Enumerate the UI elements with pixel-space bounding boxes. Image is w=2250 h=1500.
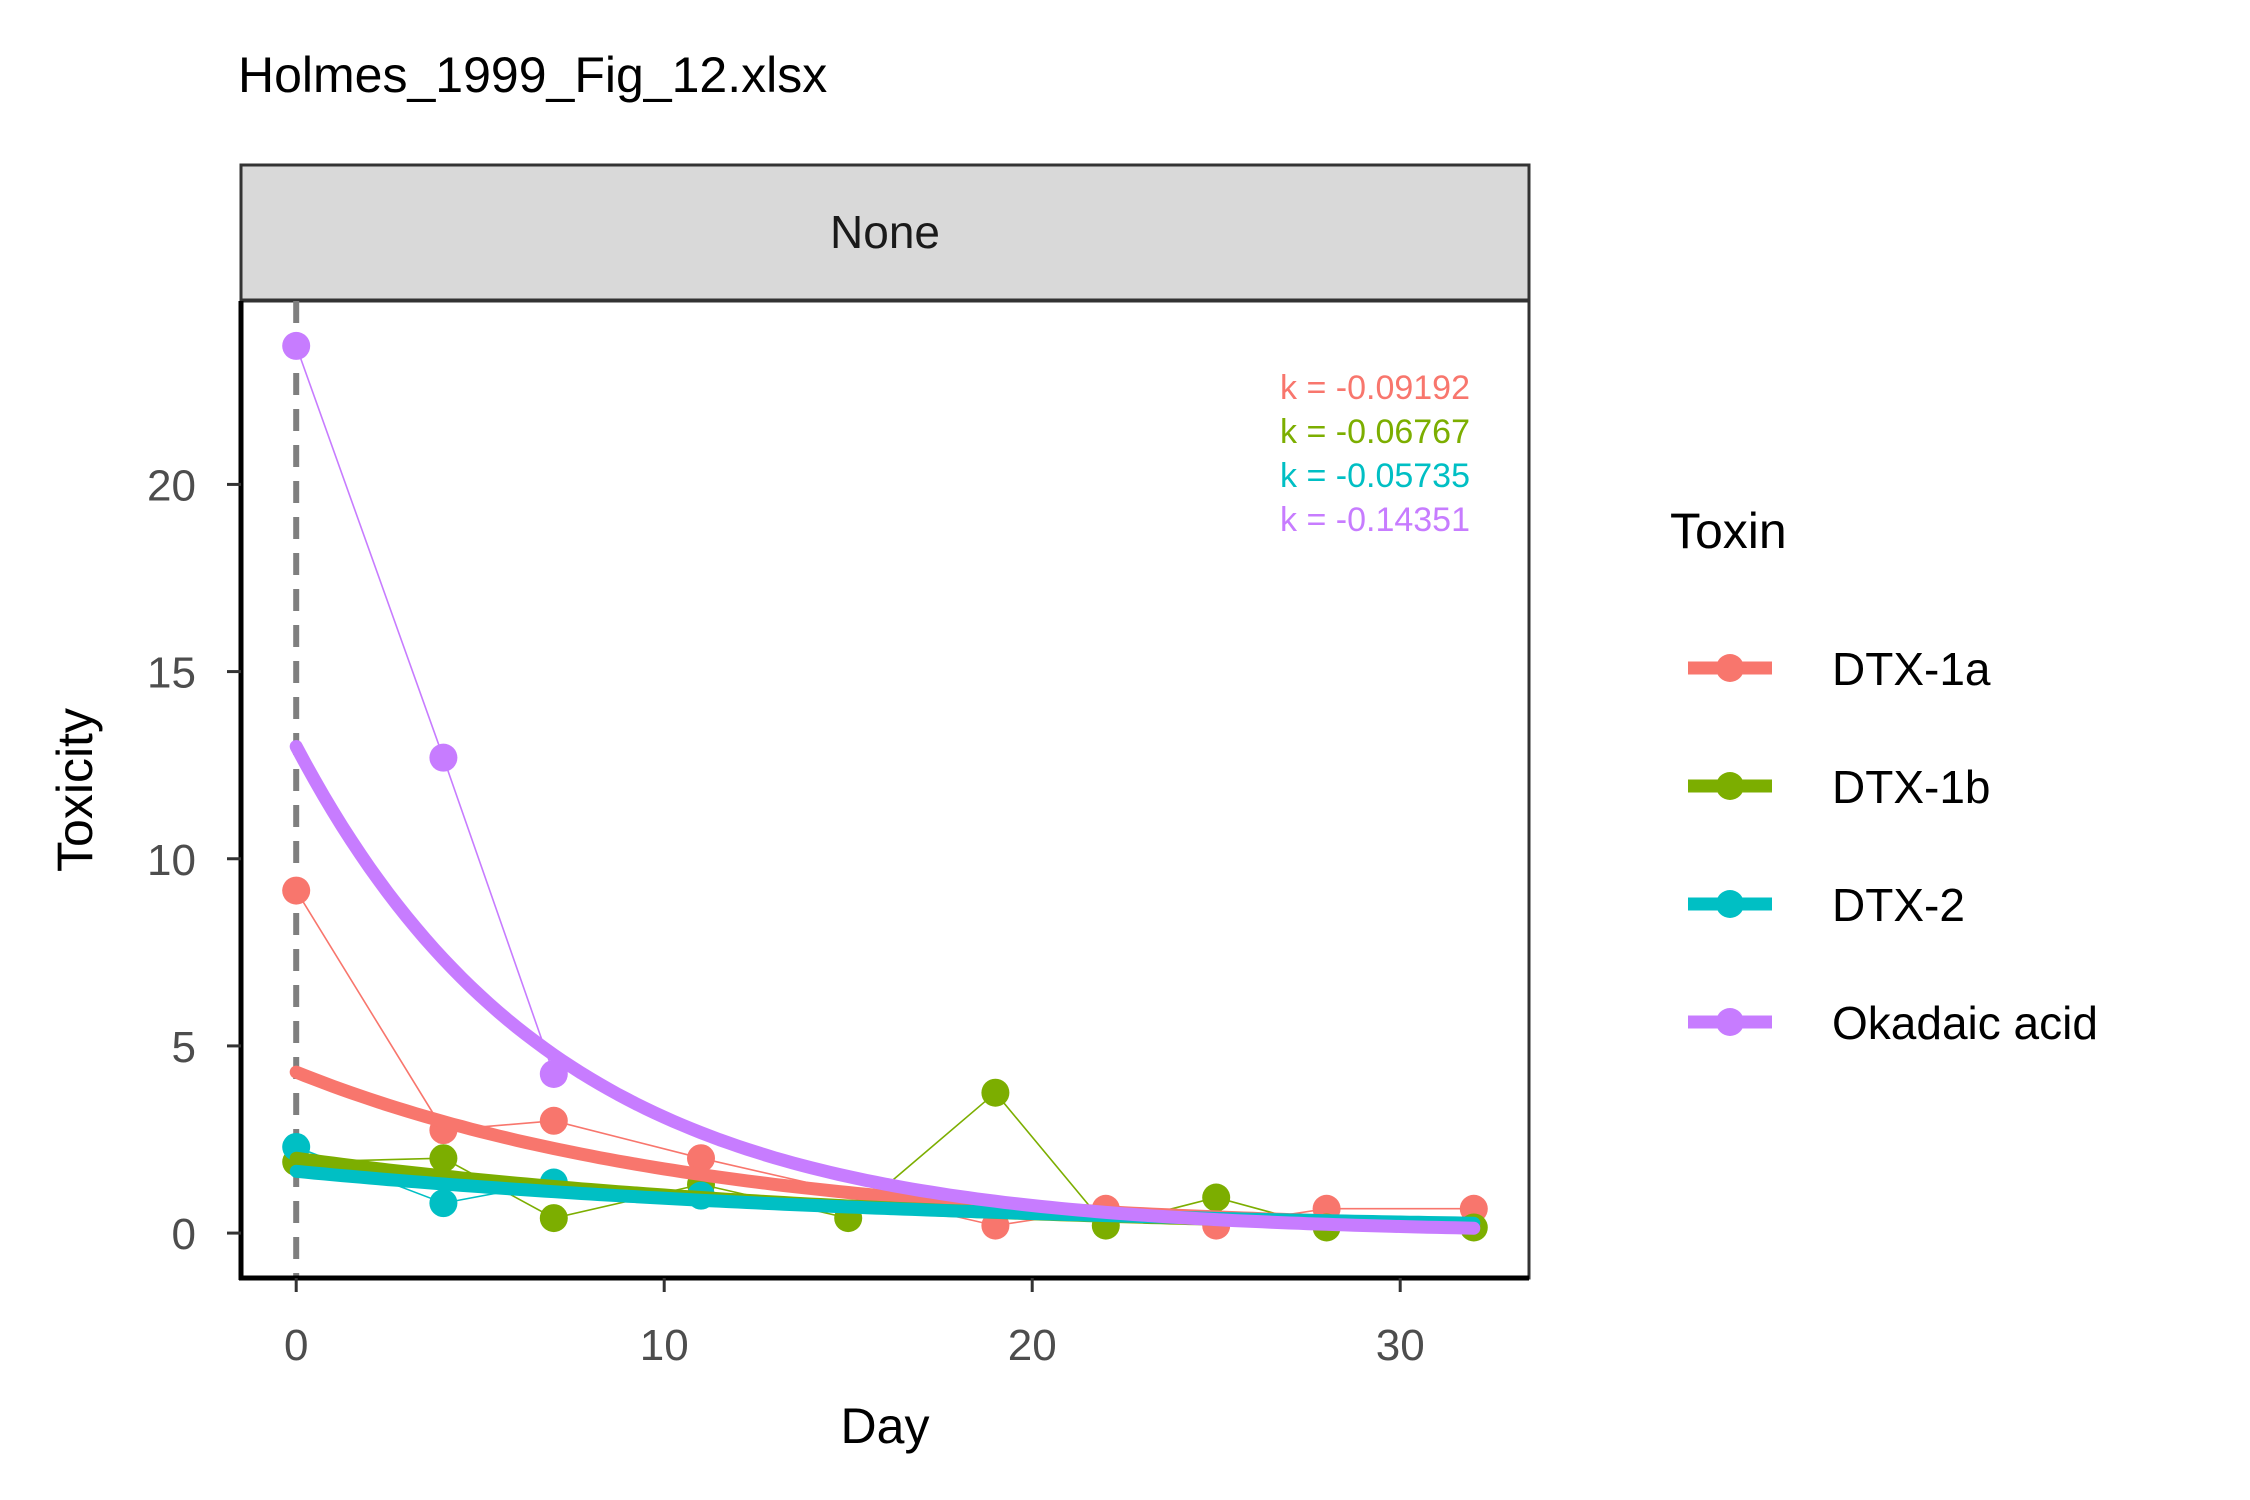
- fit-curve-3: [289, 740, 1481, 1235]
- x-tick-label: 30: [1376, 1321, 1425, 1370]
- legend-label-3: Okadaic acid: [1832, 997, 2098, 1049]
- legend-key-point-2: [1716, 890, 1744, 918]
- data-point-0-3: [687, 1144, 715, 1173]
- x-axis-label: Day: [841, 1398, 930, 1454]
- y-tick-label: 0: [172, 1210, 196, 1259]
- legend-label-2: DTX-2: [1832, 879, 1965, 931]
- y-axis-label: Toxicity: [47, 708, 103, 872]
- data-point-0-0: [282, 876, 311, 905]
- x-tick-label: 10: [640, 1321, 689, 1370]
- facet-strip: [239, 163, 1531, 302]
- legend-key-point-1: [1716, 772, 1744, 800]
- facet-strip-label: None: [830, 206, 940, 258]
- k-label-2: k = -0.05735: [1280, 457, 1470, 495]
- y-tick-label: 5: [172, 1023, 196, 1072]
- data-point-3-1: [429, 743, 458, 772]
- k-label-1: k = -0.06767: [1280, 413, 1470, 451]
- k-label-0: k = -0.09192: [1280, 369, 1470, 407]
- y-axis-ticks: 0 5 10 15 20: [147, 461, 241, 1259]
- data-point-2-1: [429, 1189, 458, 1218]
- k-label-3: k = -0.14351: [1280, 501, 1470, 539]
- legend-title: Toxin: [1670, 503, 1787, 559]
- data-point-3-0: [282, 331, 311, 360]
- data-point-1-2: [539, 1204, 568, 1233]
- legend-label-1: DTX-1b: [1832, 761, 1990, 813]
- y-tick-label: 20: [147, 461, 196, 510]
- chart-title: Holmes_1999_Fig_12.xlsx: [238, 47, 827, 103]
- data-point-1-5: [981, 1078, 1010, 1107]
- data-point-0-2: [539, 1106, 568, 1135]
- data-point-1-7: [1202, 1183, 1231, 1212]
- x-tick-label: 20: [1008, 1321, 1057, 1370]
- y-tick-label: 10: [147, 836, 196, 885]
- legend: Toxin DTX-1a DTX-1b DTX-2 Okadaic acid: [1670, 503, 2098, 1049]
- k-annotations: k = -0.09192 k = -0.06767 k = -0.05735 k = …: [1280, 369, 1470, 539]
- legend-key-point-3: [1716, 1008, 1744, 1036]
- x-axis-ticks: 0 10 20 30: [284, 1278, 1425, 1370]
- x-tick-label: 0: [284, 1321, 308, 1370]
- plot-layer: [282, 301, 1488, 1278]
- legend-label-0: DTX-1a: [1832, 643, 1991, 695]
- legend-key-point-0: [1716, 654, 1744, 682]
- data-point-1-1: [429, 1144, 458, 1173]
- plot-panel: [239, 299, 1531, 1280]
- y-tick-label: 15: [147, 649, 196, 698]
